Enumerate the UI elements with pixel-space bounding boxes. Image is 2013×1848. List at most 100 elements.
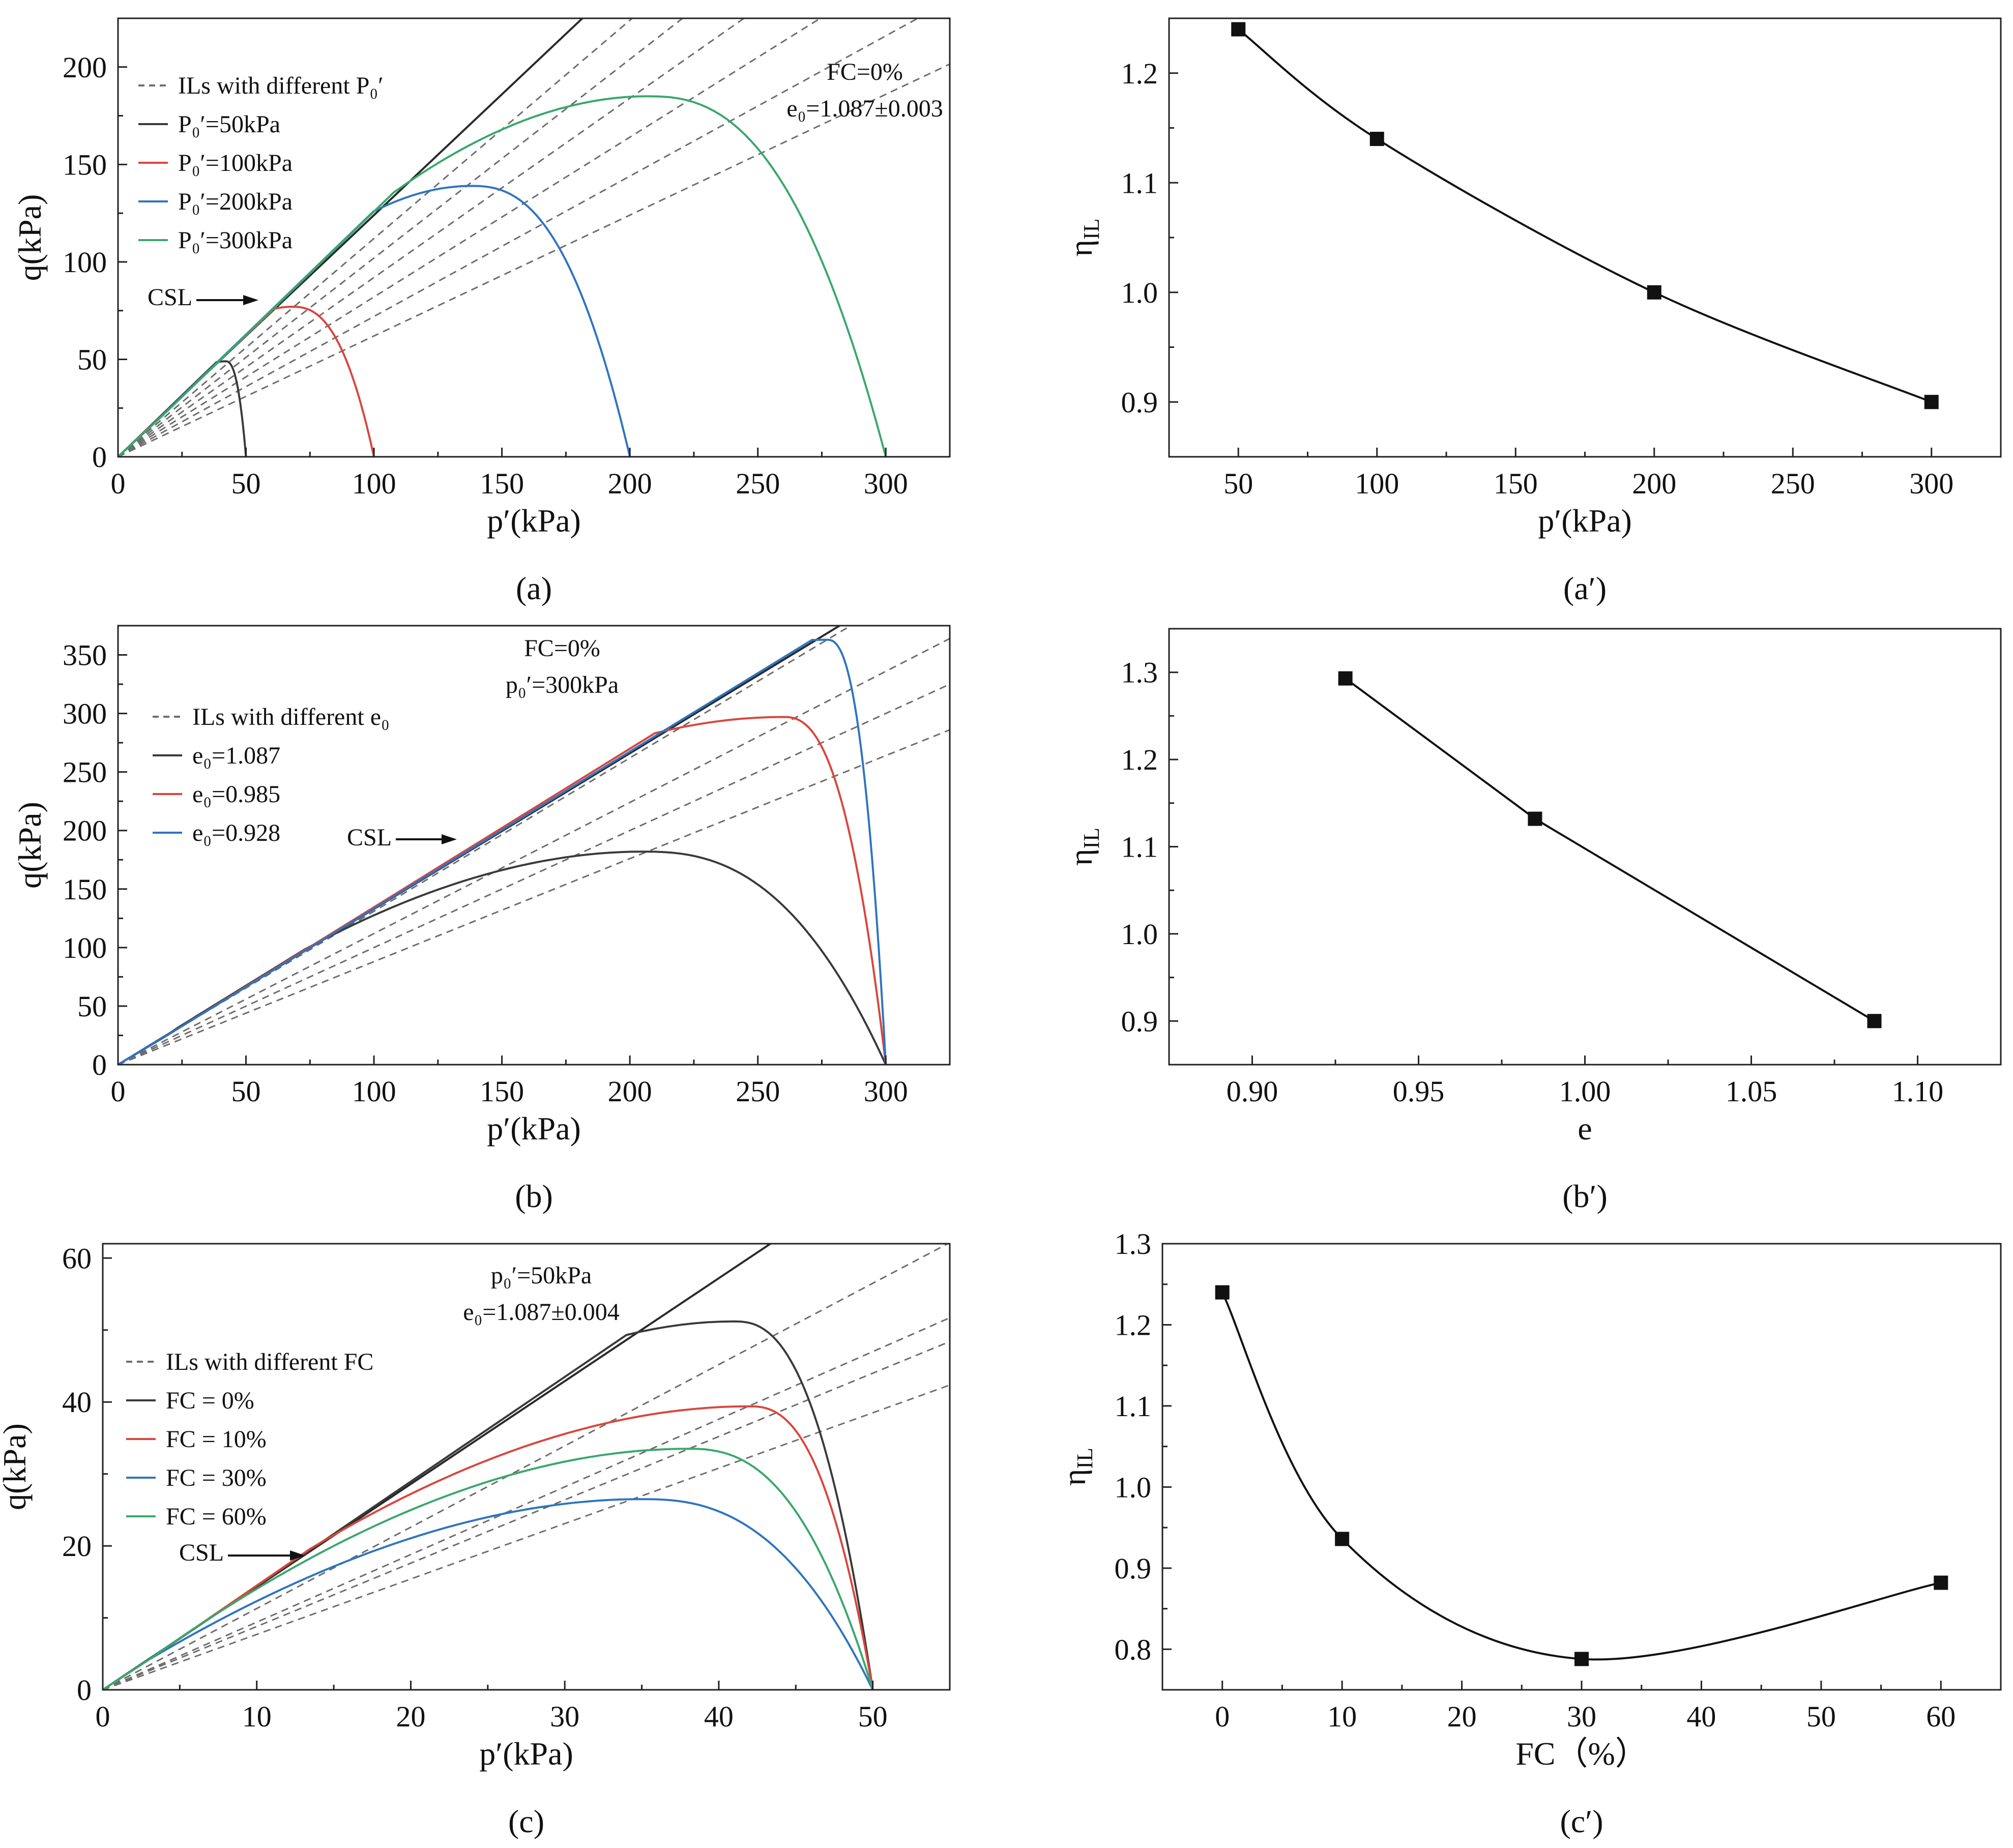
x-axis-label: p′(kPa) bbox=[487, 1110, 581, 1147]
y-axis-label: q(kPa) bbox=[12, 194, 48, 281]
csl-label: CSL bbox=[179, 1539, 224, 1566]
annotation: FC=0% bbox=[524, 635, 600, 662]
data-point bbox=[1335, 1532, 1350, 1546]
x-tick-label: 0 bbox=[111, 1075, 126, 1108]
y-tick-label: 0 bbox=[77, 1674, 92, 1707]
y-tick-label: 20 bbox=[62, 1530, 92, 1563]
y-tick-label: 0.8 bbox=[1115, 1633, 1152, 1666]
x-tick-label: 250 bbox=[736, 467, 780, 500]
panel-caption: (a) bbox=[516, 570, 552, 606]
x-tick-label: 300 bbox=[864, 1075, 908, 1108]
annotation: e₀=1.087±0.003 bbox=[786, 95, 943, 122]
legend-entry: P₀′=200kPa bbox=[178, 188, 293, 215]
x-tick-label: 250 bbox=[736, 1075, 780, 1108]
legend-entry: FC = 30% bbox=[166, 1464, 267, 1491]
data-point bbox=[1338, 671, 1353, 686]
stress-path-P300kPa bbox=[118, 95, 887, 457]
y-tick-label: 1.0 bbox=[1121, 918, 1158, 951]
y-tick-label: 1.2 bbox=[1121, 743, 1158, 776]
x-tick-label: 50 bbox=[1223, 467, 1253, 500]
data-point bbox=[1867, 1014, 1882, 1029]
y-tick-label: 250 bbox=[63, 756, 107, 789]
x-tick-label: 300 bbox=[864, 467, 908, 500]
plot-area bbox=[103, 1244, 950, 1690]
eta-curve bbox=[1221, 1292, 1941, 1661]
x-axis-label: p′(kPa) bbox=[487, 503, 581, 539]
y-tick-label: 100 bbox=[63, 246, 107, 279]
x-tick-label: 0 bbox=[1215, 1700, 1230, 1733]
legend-entry: ILs with different FC bbox=[166, 1348, 373, 1375]
panel-caption: (a′) bbox=[1563, 570, 1607, 606]
annotation: p₀′=50kPa bbox=[491, 1262, 592, 1289]
y-tick-label: 0.9 bbox=[1115, 1552, 1152, 1585]
annotation: p₀′=300kPa bbox=[506, 671, 619, 698]
x-tick-label: 30 bbox=[1567, 1700, 1596, 1733]
stress-path-FC30 bbox=[103, 1498, 874, 1690]
y-tick-label: 200 bbox=[63, 814, 107, 847]
x-axis-label: p′(kPa) bbox=[479, 1736, 573, 1772]
y-tick-label: 300 bbox=[63, 697, 107, 730]
instability-line bbox=[118, 637, 950, 1065]
instability-line bbox=[103, 1317, 950, 1690]
y-tick-label: 1.3 bbox=[1121, 656, 1158, 689]
plot-frame bbox=[117, 17, 951, 458]
y-tick-label: 60 bbox=[62, 1242, 92, 1275]
y-axis-label: q(kPa) bbox=[0, 1423, 33, 1510]
y-tick-label: 50 bbox=[77, 343, 107, 376]
x-tick-label: 60 bbox=[1926, 1700, 1956, 1733]
data-point bbox=[1369, 132, 1384, 146]
y-axis-label: q(kPa) bbox=[12, 802, 48, 889]
y-tick-label: 1.1 bbox=[1121, 166, 1158, 199]
instability-line bbox=[118, 683, 950, 1065]
instability-line bbox=[103, 1244, 950, 1690]
x-tick-label: 50 bbox=[231, 467, 261, 500]
x-tick-label: 10 bbox=[1327, 1700, 1357, 1733]
panel-c2: 0 10 20 30 40 50 60 0.8 0.9 1.0 1.1 1.2 1.3 FC（%） ηIL (… bbox=[1056, 1227, 2002, 1839]
stress-path-FC60 bbox=[103, 1448, 874, 1690]
y-tick-label: 40 bbox=[62, 1386, 92, 1419]
legend-entry: e₀=0.928 bbox=[192, 819, 280, 846]
x-axis-label: p′(kPa) bbox=[1538, 503, 1632, 539]
x-tick-label: 10 bbox=[242, 1700, 272, 1733]
panel-c: 0 10 20 30 40 50 0 20 40 60 p′(kPa) q(kPa) (c) ILs wi… bbox=[0, 1242, 951, 1839]
data-point bbox=[1528, 811, 1542, 826]
data-point bbox=[1934, 1575, 1948, 1590]
x-tick-label: 0 bbox=[96, 1700, 110, 1733]
plot-frame bbox=[1161, 1243, 2002, 1691]
x-tick-label: 300 bbox=[1909, 467, 1953, 500]
legend-entry: ILs with different e₀ bbox=[192, 703, 390, 730]
x-tick-label: 150 bbox=[480, 1075, 524, 1108]
plot-area bbox=[118, 18, 950, 457]
panel-caption: (c) bbox=[508, 1803, 544, 1839]
y-tick-label: 200 bbox=[63, 51, 107, 84]
x-tick-label: 200 bbox=[608, 467, 652, 500]
x-tick-label: 150 bbox=[480, 467, 524, 500]
y-tick-label: 0 bbox=[92, 1048, 107, 1081]
y-tick-label: 100 bbox=[63, 931, 107, 964]
y-axis-label-subscript: IL bbox=[1079, 828, 1104, 849]
x-tick-label: 250 bbox=[1771, 467, 1815, 500]
stress-path-e1087 bbox=[118, 850, 887, 1065]
eta-curve bbox=[1345, 678, 1875, 1022]
stress-path-P200kPa bbox=[118, 185, 631, 457]
panel-caption: (b′) bbox=[1562, 1178, 1608, 1214]
plot-area bbox=[118, 626, 950, 1065]
legend-entry: e₀=0.985 bbox=[192, 781, 280, 808]
x-tick-label: 100 bbox=[352, 1075, 396, 1108]
y-axis-label: ηIL bbox=[1063, 219, 1104, 257]
y-tick-label: 0.9 bbox=[1121, 386, 1158, 419]
y-axis-label-subscript: IL bbox=[1072, 1448, 1097, 1469]
legend-entry: FC = 0% bbox=[166, 1387, 254, 1414]
data-point bbox=[1924, 395, 1939, 409]
x-tick-label: 20 bbox=[1447, 1700, 1477, 1733]
y-tick-label: 1.2 bbox=[1121, 57, 1158, 90]
y-tick-label: 1.0 bbox=[1115, 1471, 1152, 1504]
x-tick-label: 100 bbox=[1355, 467, 1399, 500]
y-tick-label: 1.1 bbox=[1115, 1390, 1152, 1423]
legend-entry: P₀′=300kPa bbox=[178, 227, 293, 254]
stress-path-e0928 bbox=[118, 638, 887, 1065]
panel-caption: (c′) bbox=[1560, 1803, 1603, 1839]
y-tick-label: 0 bbox=[92, 441, 107, 474]
x-tick-label: 100 bbox=[352, 467, 396, 500]
